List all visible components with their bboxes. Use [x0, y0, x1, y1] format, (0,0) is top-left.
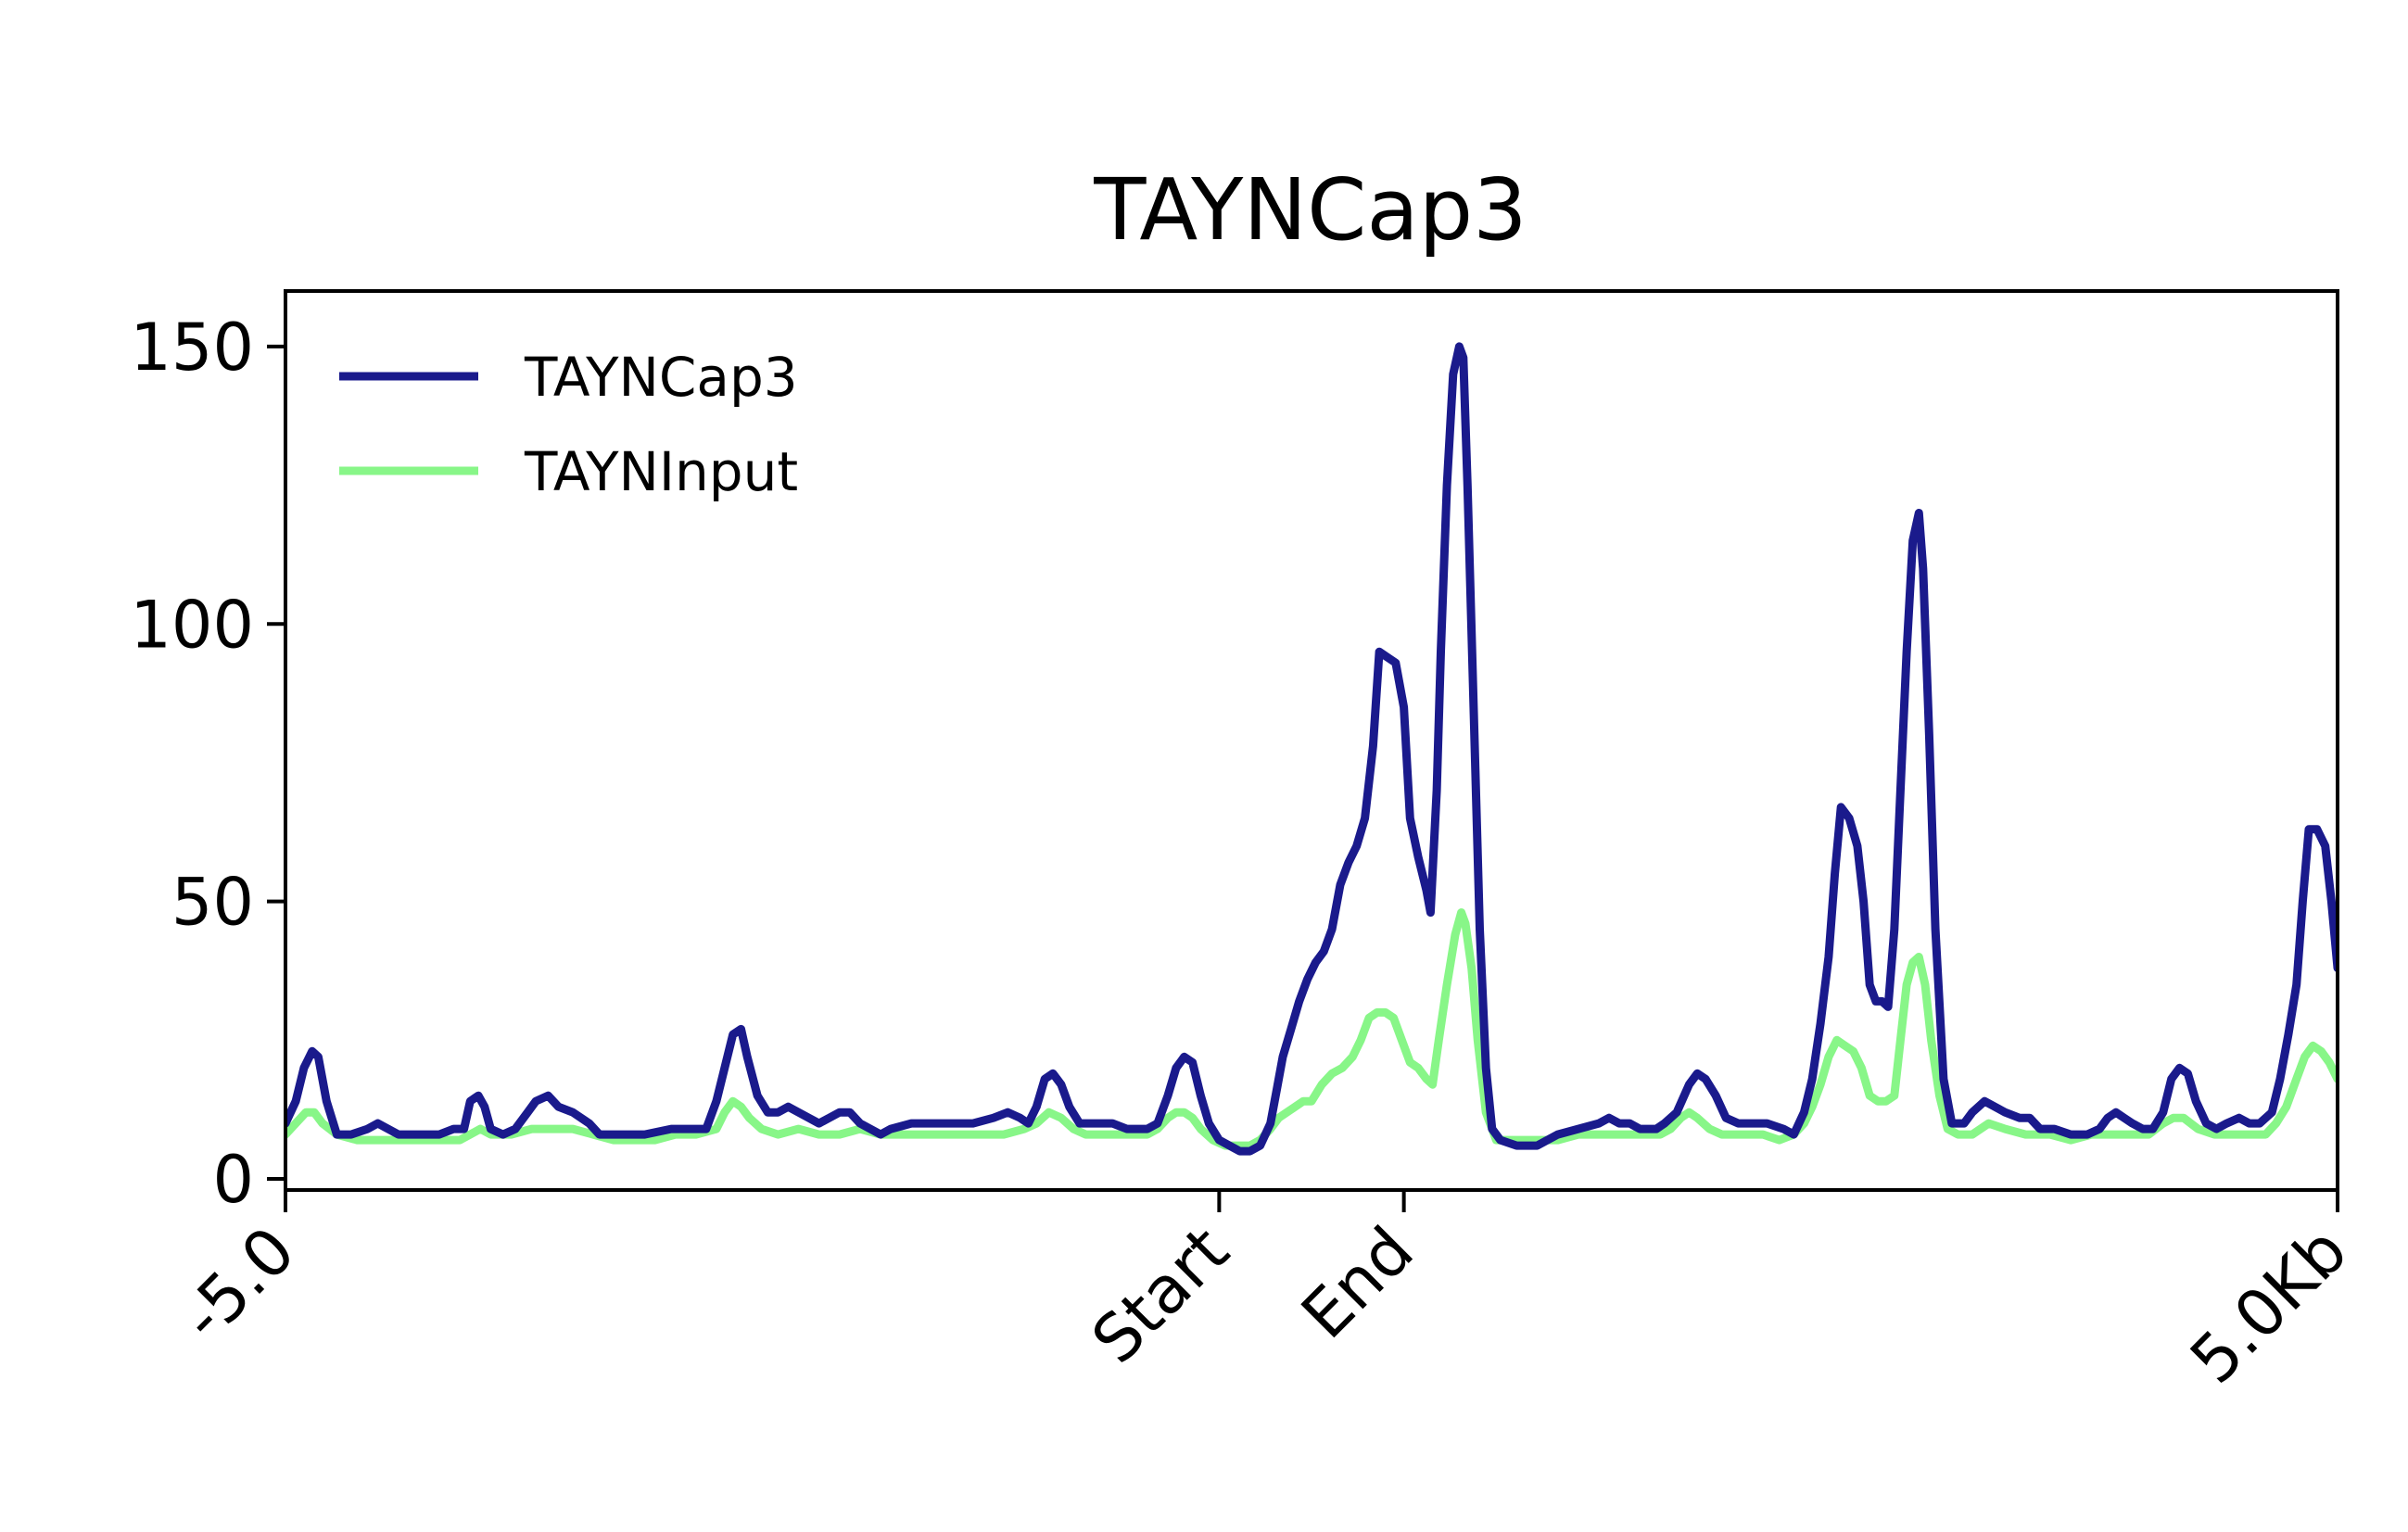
series-line-tayninput [285, 913, 2338, 1146]
legend-label-tayncap3: TAYNCap3 [524, 346, 798, 409]
legend-label-tayninput: TAYNInput [524, 440, 798, 503]
y-axis: 0 50 100 150 [130, 310, 285, 1218]
x-axis: -5.0 Start End 5.0Kb [166, 1190, 2362, 1399]
x-tick-label: -5.0 [166, 1212, 310, 1356]
y-tick-label: 100 [130, 587, 254, 663]
x-tick-label: End [1287, 1212, 1428, 1353]
chart-title: TAYNCap3 [1093, 160, 1527, 260]
plot-frame [285, 291, 2338, 1190]
y-tick-label: 150 [130, 310, 254, 386]
legend: TAYNCap3 TAYNInput [339, 346, 798, 503]
x-tick-label: Start [1077, 1212, 1243, 1378]
y-tick-label: 50 [171, 865, 254, 941]
x-tick-label: 5.0Kb [2175, 1212, 2362, 1399]
y-tick-label: 0 [212, 1142, 254, 1218]
